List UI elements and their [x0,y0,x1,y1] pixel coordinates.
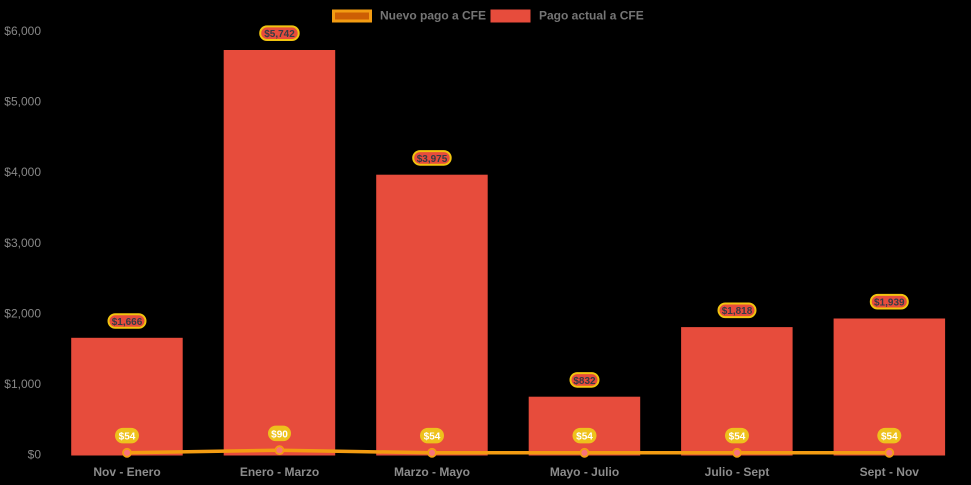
svg-text:$0: $0 [28,448,42,462]
svg-text:$1,000: $1,000 [4,377,41,391]
svg-text:$1,818: $1,818 [722,306,753,317]
svg-text:$4,000: $4,000 [4,165,41,179]
svg-text:$5,742: $5,742 [264,29,295,40]
svg-text:$54: $54 [119,432,136,443]
svg-text:Sept - Nov: Sept - Nov [860,465,920,479]
svg-text:Mayo - Julio: Mayo - Julio [550,465,619,479]
svg-text:$3,975: $3,975 [417,154,448,165]
svg-text:Julio - Sept: Julio - Sept [705,465,770,479]
svg-text:$54: $54 [881,432,898,443]
svg-text:Pago actual a CFE: Pago actual a CFE [539,8,644,22]
svg-text:$90: $90 [271,429,288,440]
svg-text:Enero - Marzo: Enero - Marzo [240,465,319,479]
svg-text:$6,000: $6,000 [4,24,41,38]
svg-text:Nov - Enero: Nov - Enero [93,465,160,479]
svg-text:$54: $54 [729,432,746,443]
svg-text:$1,939: $1,939 [874,298,905,309]
svg-text:$3,000: $3,000 [4,236,41,250]
svg-text:Nuevo pago a CFE: Nuevo pago a CFE [380,8,486,22]
svg-text:$1,666: $1,666 [112,317,143,328]
svg-text:Marzo - Mayo: Marzo - Mayo [394,465,470,479]
svg-text:$832: $832 [573,376,596,387]
svg-text:$2,000: $2,000 [4,306,41,320]
svg-text:$54: $54 [576,432,593,443]
svg-text:$54: $54 [424,432,441,443]
svg-text:$5,000: $5,000 [4,95,41,109]
